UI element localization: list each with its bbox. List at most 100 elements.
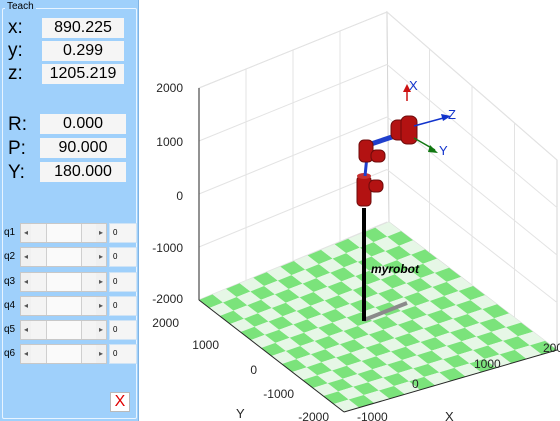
slider-right-arrow-icon[interactable]: ▸ xyxy=(98,277,103,286)
close-button[interactable]: X xyxy=(110,392,130,412)
floor-tile xyxy=(494,313,521,328)
floor-tile xyxy=(318,322,344,336)
floor-tile xyxy=(343,326,369,340)
floor-tile xyxy=(355,270,381,285)
y-tick-label: 1000 xyxy=(192,338,219,352)
floor-tile xyxy=(250,286,275,300)
slider-track[interactable] xyxy=(31,248,96,266)
slider-right-arrow-icon[interactable]: ▸ xyxy=(98,228,103,237)
slider-right-arrow-icon[interactable]: ▸ xyxy=(98,325,103,334)
floor-tile xyxy=(334,238,360,254)
slider-right-arrow-icon[interactable]: ▸ xyxy=(98,301,103,310)
floor-tile xyxy=(368,377,394,391)
joint-value-q3[interactable]: 0 xyxy=(109,272,137,292)
floor-tile xyxy=(454,363,481,377)
floor-tile xyxy=(506,322,533,337)
floor-tile xyxy=(338,290,365,304)
robot-3d-view[interactable]: 2000 1000 0 -1000 -2000 2000 1000 0 -100… xyxy=(139,0,560,421)
joint-slider-q4[interactable]: ◂ ▸ xyxy=(20,296,107,316)
joint-slider-q5[interactable]: ◂ ▸ xyxy=(20,320,107,340)
z-label: z: xyxy=(8,63,23,84)
joint-value-q4[interactable]: 0 xyxy=(109,296,137,316)
slider-left-arrow-icon[interactable]: ◂ xyxy=(23,228,28,237)
x-label: x: xyxy=(8,17,23,38)
joint-slider-q2[interactable]: ◂ ▸ xyxy=(20,247,107,267)
floor-tile xyxy=(402,355,429,369)
floor-tile xyxy=(450,327,477,342)
floor-tile xyxy=(461,336,489,351)
joint-value-q5[interactable]: 0 xyxy=(109,320,137,340)
floor-tile xyxy=(423,258,449,273)
slider-right-arrow-icon[interactable]: ▸ xyxy=(98,252,103,261)
floor-tile xyxy=(316,272,342,287)
floor-tile xyxy=(288,283,314,298)
floor-tile xyxy=(413,363,440,377)
floor-tile xyxy=(327,378,354,392)
floor-tile xyxy=(375,222,401,237)
slider-track[interactable] xyxy=(31,297,96,315)
slider-thumb[interactable] xyxy=(46,273,82,291)
slider-track[interactable] xyxy=(31,345,96,363)
slider-thumb[interactable] xyxy=(46,345,82,363)
slider-track[interactable] xyxy=(31,224,96,242)
slider-left-arrow-icon[interactable]: ◂ xyxy=(23,325,28,334)
slider-left-arrow-icon[interactable]: ◂ xyxy=(23,301,28,310)
joint-label-q1: q1 xyxy=(4,227,16,238)
floor-tile xyxy=(346,361,373,374)
floor-tile xyxy=(247,299,272,314)
floor-tile xyxy=(373,236,400,252)
yaw-label: Y: xyxy=(8,162,25,183)
slider-left-arrow-icon[interactable]: ◂ xyxy=(23,349,28,358)
joint-value-q2[interactable]: 0 xyxy=(109,247,137,267)
slider-left-arrow-icon[interactable]: ◂ xyxy=(23,252,28,261)
floor-tile xyxy=(415,301,442,315)
slider-left-arrow-icon[interactable]: ◂ xyxy=(23,277,28,286)
x-axis-line xyxy=(343,349,558,413)
joint-value-q6[interactable]: 0 xyxy=(109,344,137,364)
floor-tile xyxy=(354,334,380,348)
teach-panel-title: Teach xyxy=(5,1,36,12)
floor-tile xyxy=(350,347,377,361)
joint-slider-q1[interactable]: ◂ ▸ xyxy=(20,223,107,243)
floor-tile xyxy=(361,227,388,243)
floor-tile xyxy=(378,288,404,303)
joint-slider-q6[interactable]: ◂ ▸ xyxy=(20,344,107,364)
z-tick-label: 0 xyxy=(176,189,183,203)
floor-tile xyxy=(380,274,407,289)
slider-thumb[interactable] xyxy=(46,321,82,339)
y-label: y: xyxy=(8,40,23,61)
floor-tile xyxy=(429,296,456,310)
floor-tile xyxy=(317,370,343,384)
teach-panel: Teach x: 890.225 y: 0.299 z: 1205.219 R:… xyxy=(0,0,139,421)
slider-thumb[interactable] xyxy=(46,297,82,315)
floor-tile xyxy=(431,345,459,360)
slider-right-arrow-icon[interactable]: ▸ xyxy=(98,349,103,358)
joint-slider-q3[interactable]: ◂ ▸ xyxy=(20,272,107,292)
floor-tile xyxy=(518,331,545,346)
floor-tile xyxy=(244,313,269,327)
floor-tile xyxy=(359,242,386,257)
floor-tile xyxy=(432,281,459,296)
floor-tile xyxy=(476,331,503,346)
robot-joint-2 xyxy=(368,179,384,193)
z-tick-label: -1000 xyxy=(152,241,183,255)
floor-tile xyxy=(302,278,328,292)
floor-tile xyxy=(383,324,410,339)
floor-tile xyxy=(339,339,366,353)
robot-3d-axes[interactable]: 2000 1000 0 -1000 -2000 2000 1000 0 -100… xyxy=(139,0,560,421)
floor-tile xyxy=(271,302,297,317)
x-tick-label: 1000 xyxy=(474,357,501,371)
floor-tile xyxy=(325,344,351,358)
slider-thumb[interactable] xyxy=(46,248,82,266)
slider-track[interactable] xyxy=(31,321,96,339)
frame-y-label: Y xyxy=(439,143,448,158)
slider-track[interactable] xyxy=(31,273,96,291)
floor-tile xyxy=(318,258,344,273)
slider-thumb[interactable] xyxy=(46,224,82,242)
floor-tile xyxy=(484,354,512,368)
floor-tile xyxy=(305,264,331,279)
floor-tile xyxy=(289,332,315,346)
floor-tile xyxy=(488,340,515,355)
joint-value-q1[interactable]: 0 xyxy=(109,223,137,243)
floor-tile xyxy=(392,283,419,298)
